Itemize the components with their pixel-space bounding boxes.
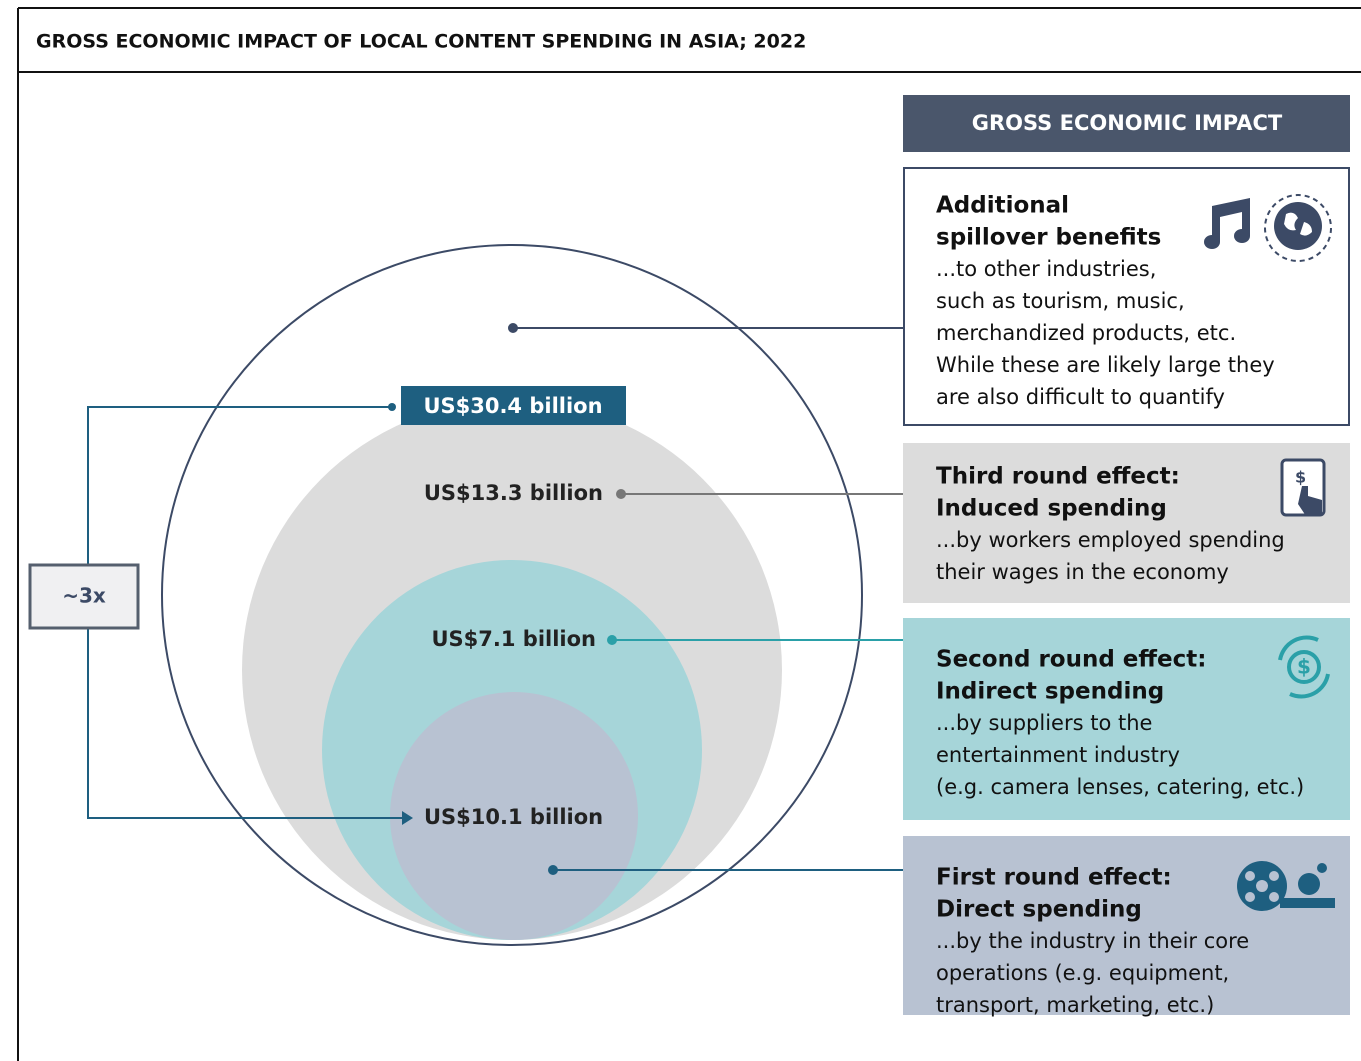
- bracket-arrow: [402, 811, 413, 825]
- effect-box: [903, 167, 1350, 426]
- multiplier-box: [28, 563, 140, 630]
- effect-box: [903, 443, 1350, 603]
- effect-title: Third round effect:: [936, 464, 1180, 490]
- effect-title: Direct spending: [936, 897, 1142, 923]
- effect-title: Second round effect:: [936, 647, 1206, 673]
- second-label: US$7.1 billion: [431, 627, 596, 651]
- effect-description: such as tourism, music,: [936, 289, 1185, 313]
- effect-title: Induced spending: [936, 496, 1167, 522]
- total-label: US$30.4 billion: [423, 394, 602, 418]
- effect-description: entertainment industry: [936, 743, 1180, 767]
- first-circle: [390, 692, 638, 940]
- bracket-bottom: [87, 628, 404, 819]
- panel-header: GROSS ECONOMIC IMPACT: [972, 111, 1283, 135]
- total-label-box: [401, 386, 626, 425]
- globe-icon: [1264, 194, 1332, 262]
- effect-description: ...by the industry in their core: [936, 929, 1249, 953]
- effect-description: ...by workers employed spending: [936, 528, 1285, 552]
- svg-text:$: $: [1297, 655, 1311, 679]
- connector-dot: [508, 323, 518, 333]
- bracket-dot: [388, 403, 396, 411]
- effect-title: Indirect spending: [936, 679, 1164, 705]
- effect-box: [903, 618, 1350, 820]
- bracket-top: [87, 406, 392, 565]
- effect-title: spillover benefits: [936, 225, 1161, 251]
- multiplier: ~3x: [62, 584, 106, 608]
- title: GROSS ECONOMIC IMPACT OF LOCAL CONTENT S…: [36, 31, 806, 53]
- effect-description: their wages in the economy: [936, 560, 1229, 584]
- first-label: US$10.1 billion: [424, 805, 603, 829]
- effect-box: [903, 836, 1350, 1015]
- effect-description: ...to other industries,: [936, 257, 1156, 281]
- music-icon: [1204, 198, 1250, 249]
- effect-description: merchandized products, etc.: [936, 321, 1236, 345]
- effect-description: are also difficult to quantify: [936, 385, 1225, 409]
- third-label: US$13.3 billion: [424, 481, 603, 505]
- connector-dot: [616, 489, 626, 499]
- panel-header-box: [903, 95, 1350, 152]
- effect-description: (e.g. camera lenses, catering, etc.): [936, 775, 1304, 799]
- effect-title: Additional: [936, 193, 1069, 219]
- svg-text:$: $: [1295, 468, 1306, 487]
- connector-dot: [607, 635, 617, 645]
- effect-description: ...by suppliers to the: [936, 711, 1152, 735]
- effect-description: transport, marketing, etc.): [936, 993, 1214, 1017]
- effect-description: While these are likely large they: [936, 353, 1275, 377]
- effect-description: operations (e.g. equipment,: [936, 961, 1229, 985]
- connector-dot: [548, 865, 558, 875]
- cycle-icon: $: [1278, 635, 1330, 699]
- film-icon: [1237, 861, 1335, 911]
- payment-icon: $: [1280, 458, 1326, 517]
- effect-title: First round effect:: [936, 865, 1172, 891]
